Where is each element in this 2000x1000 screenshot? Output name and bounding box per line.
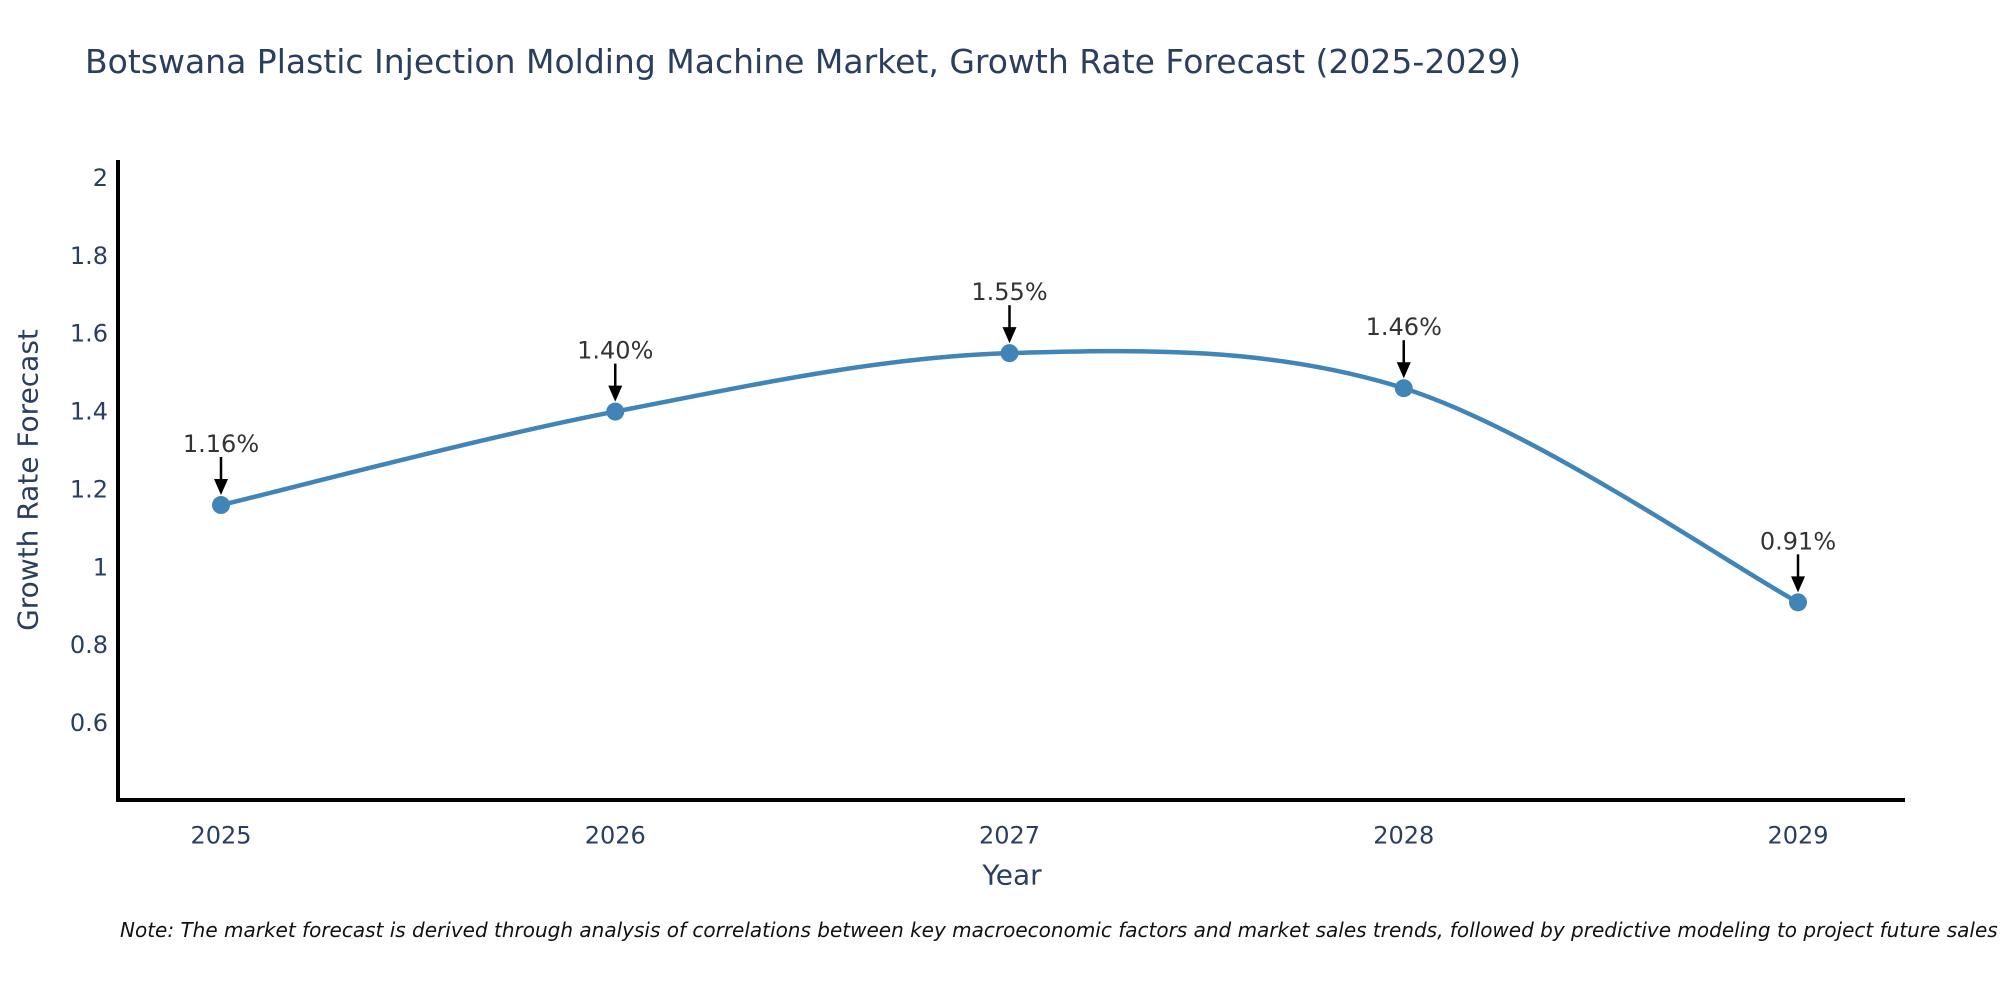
data-point-label: 0.91% (1760, 527, 1836, 555)
y-tick-label: 1 (93, 553, 108, 581)
y-tick-label: 0.6 (70, 709, 108, 737)
data-point-marker (1789, 593, 1807, 612)
growth-rate-line (218, 348, 1801, 605)
y-tick-label: 1.8 (70, 242, 108, 270)
data-point-label: 1.16% (183, 430, 259, 458)
annotation-arrowhead-icon (1791, 576, 1805, 593)
annotation-arrowhead-icon (1002, 327, 1017, 344)
y-tick-label: 1.4 (70, 398, 108, 426)
data-point-label: 1.46% (1366, 313, 1442, 341)
x-tick-label: 2028 (1373, 822, 1434, 850)
x-tick-label: 2029 (1767, 822, 1828, 850)
y-tick-label: 2 (93, 164, 108, 192)
x-tick-label: 2027 (979, 822, 1040, 850)
data-point-marker (1000, 344, 1019, 363)
chart-title: Botswana Plastic Injection Molding Machi… (85, 42, 1522, 81)
data-point-label: 1.40% (577, 337, 653, 365)
annotation-arrowhead-icon (1396, 362, 1411, 379)
x-tick-label: 2026 (585, 822, 646, 850)
data-point-marker (212, 496, 230, 515)
x-tick-label: 2025 (190, 822, 251, 850)
annotation-arrowhead-icon (214, 479, 228, 496)
x-axis-title: Year (982, 858, 1042, 892)
data-point-label: 1.55% (971, 278, 1047, 306)
footnote: Note: The market forecast is derived thr… (120, 918, 1998, 942)
data-point-marker (606, 402, 625, 421)
data-point-marker (1394, 379, 1413, 398)
y-tick-label: 0.8 (70, 631, 108, 659)
y-tick-label: 1.6 (70, 320, 108, 348)
annotation-arrowhead-icon (608, 385, 623, 402)
y-tick-label: 1.2 (70, 475, 108, 503)
